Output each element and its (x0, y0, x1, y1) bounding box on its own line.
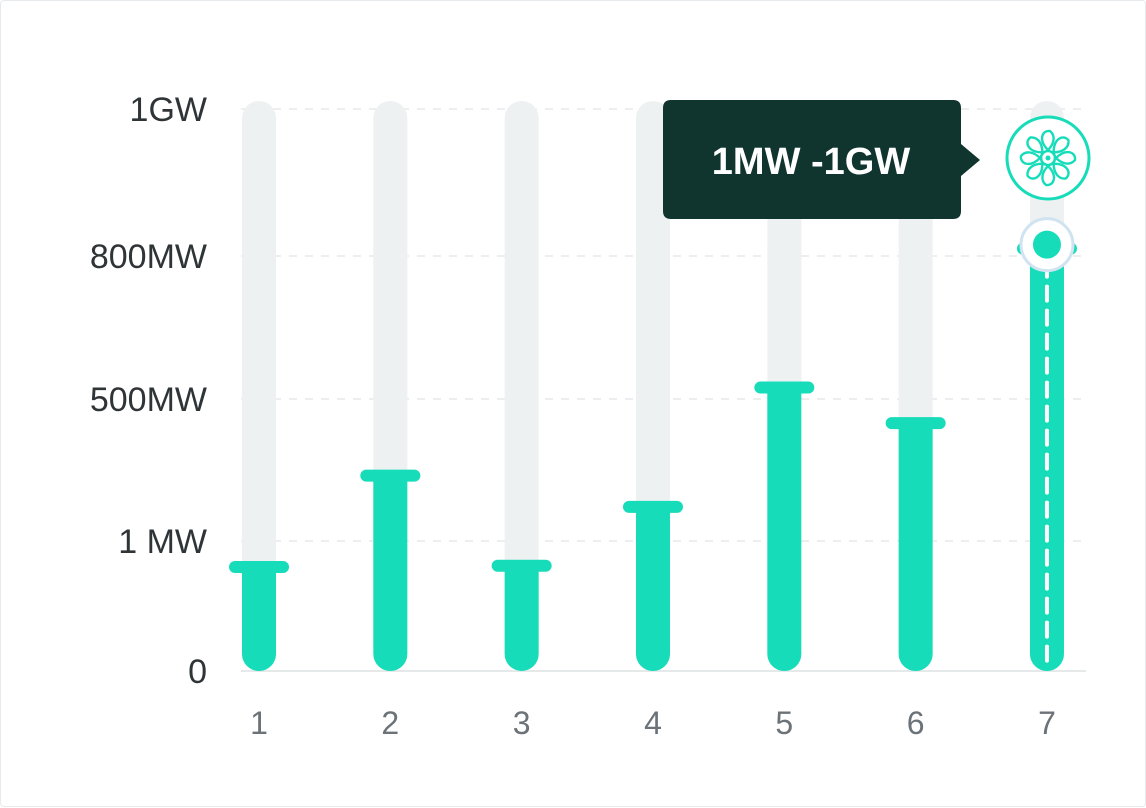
x-tick-label: 4 (644, 705, 662, 741)
wind-turbine-icon (1005, 115, 1091, 201)
bar (635, 506, 670, 671)
bar-cap (622, 500, 683, 513)
bar-cap (885, 417, 946, 430)
bar-cap (491, 559, 552, 572)
y-tick-label: 500MW (90, 381, 207, 419)
turbine-blade (1052, 162, 1070, 180)
bar (373, 475, 408, 671)
y-axis-labels: 0 1 MW 500MW 800MW 1GW (90, 91, 207, 691)
x-tick-label: 7 (1038, 705, 1056, 741)
turbine-blade (1019, 151, 1042, 166)
bar-cap (229, 561, 289, 573)
turbine-blade (1026, 162, 1044, 180)
bar-6[interactable] (885, 417, 946, 671)
x-tick-label: 5 (775, 705, 793, 741)
y-tick-label: 800MW (90, 238, 207, 276)
x-tick-label: 1 (250, 705, 268, 741)
tooltip-background (663, 100, 980, 219)
turbine-blade (1040, 129, 1055, 152)
highlight-marker (1019, 217, 1075, 669)
turbine-blade (1026, 136, 1044, 154)
bar (898, 423, 933, 671)
bar (767, 387, 802, 671)
x-tick-label: 3 (513, 705, 531, 741)
bar (242, 567, 276, 671)
bar-1[interactable] (229, 561, 289, 671)
x-tick-label: 2 (381, 705, 399, 741)
highlight-handle-dot (1032, 230, 1061, 259)
turbine-hub-center (1045, 155, 1051, 161)
bar (504, 565, 539, 671)
x-axis-labels: 1 2 3 4 5 6 7 (250, 705, 1056, 741)
bar-cap (754, 381, 815, 394)
bar-cap (360, 469, 421, 482)
x-tick-label: 6 (907, 705, 925, 741)
tooltip: 1MW -1GW (663, 100, 980, 219)
turbine-blade (1041, 164, 1056, 187)
bar-2[interactable] (360, 469, 421, 671)
bar-track (242, 101, 276, 671)
turbine-blade (1054, 150, 1077, 165)
bar-4[interactable] (622, 500, 683, 671)
tooltip-text: 1MW -1GW (712, 141, 911, 183)
bar-3[interactable] (491, 559, 552, 671)
bar-track (504, 101, 539, 671)
turbine-blade (1052, 136, 1070, 154)
y-tick-label: 0 (188, 653, 207, 691)
y-tick-label: 1 MW (118, 523, 207, 561)
y-tick-label: 1GW (130, 91, 207, 129)
bar-5[interactable] (754, 381, 815, 671)
